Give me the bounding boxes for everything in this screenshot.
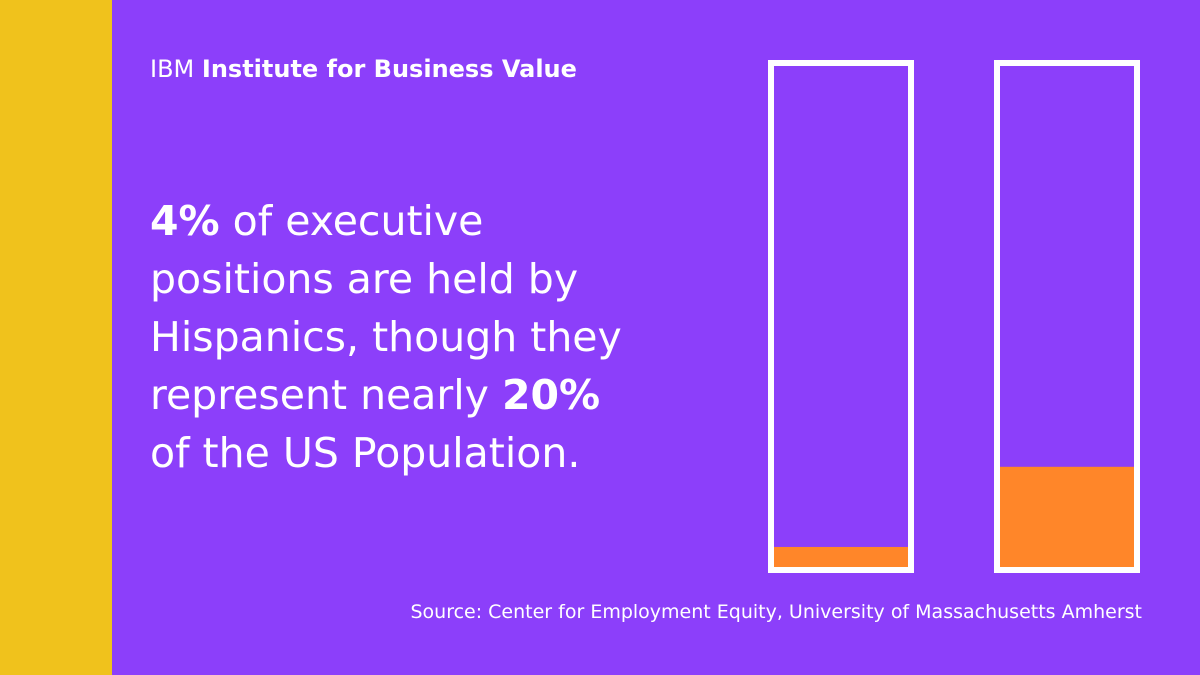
yellow-side-stripe — [0, 0, 112, 675]
population-percent: 20% — [501, 371, 601, 419]
bar-fill-2 — [1000, 466, 1134, 567]
headline-line-5: of the US Population. — [150, 429, 581, 477]
bar-outline-2 — [994, 60, 1140, 573]
percentage-bar-chart — [768, 60, 1140, 573]
headline-line-3: Hispanics, though they — [150, 313, 622, 361]
headline-line-1-text: of executive — [219, 197, 484, 245]
brand-title: IBM Institute for Business Value — [150, 54, 577, 84]
brand-prefix: IBM — [150, 55, 195, 83]
source-citation: Source: Center for Employment Equity, Un… — [410, 601, 1142, 623]
headline-line-4-text: represent nearly — [150, 371, 502, 419]
headline-line-4: represent nearly 20% — [150, 366, 730, 424]
brand-name: Institute for Business Value — [201, 55, 577, 83]
executive-percent: 4% — [150, 197, 220, 245]
headline-line-1: 4% of executive — [150, 192, 730, 250]
bar-fill-1 — [774, 546, 908, 567]
bar-outline-1 — [768, 60, 914, 573]
headline-statement: 4% of executive positions are held by Hi… — [150, 192, 730, 482]
headline-line-2: positions are held by — [150, 255, 579, 303]
